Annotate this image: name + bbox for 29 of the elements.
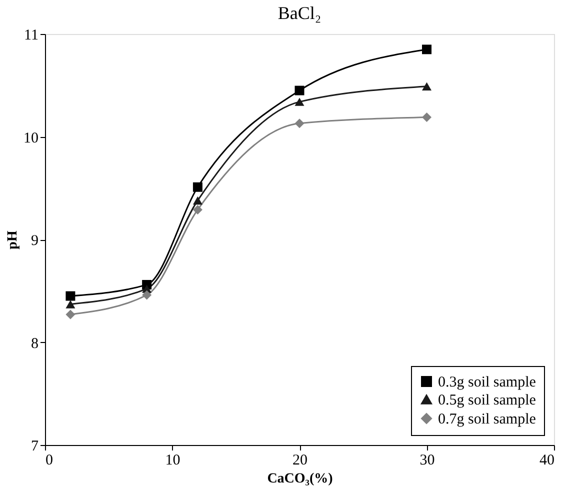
x-axis-title: CaCO₃(%) [267, 472, 334, 486]
x-tick-label: 20 [292, 452, 308, 468]
point [422, 82, 432, 91]
point [192, 182, 202, 192]
point [142, 290, 152, 300]
point [66, 300, 76, 308]
point [294, 118, 304, 128]
point [422, 112, 432, 122]
y-tick-label: 10 [24, 130, 38, 146]
x-tick-label: 10 [165, 452, 180, 468]
y-tick-label: 7 [31, 438, 39, 454]
legend-label: 0.3g soil sample [438, 374, 536, 390]
y-axis-title: pH [6, 230, 20, 250]
legend-label: 0.5g soil sample [438, 392, 536, 408]
point [294, 86, 304, 96]
y-tick-label: 8 [31, 336, 38, 352]
point [66, 291, 76, 301]
y-tick-label: 11 [24, 28, 38, 44]
point [66, 310, 76, 320]
point [422, 44, 432, 54]
y-tick-label: 9 [31, 233, 38, 249]
legend-label: 0.7g soil sample [438, 412, 536, 428]
point [294, 98, 304, 106]
x-tick-label: 30 [420, 452, 435, 468]
point [192, 204, 202, 214]
point [192, 196, 202, 205]
x-tick-label: 40 [540, 452, 554, 468]
x-tick-label: 0 [46, 452, 53, 468]
chart-title: BaCl₂ [278, 3, 322, 23]
